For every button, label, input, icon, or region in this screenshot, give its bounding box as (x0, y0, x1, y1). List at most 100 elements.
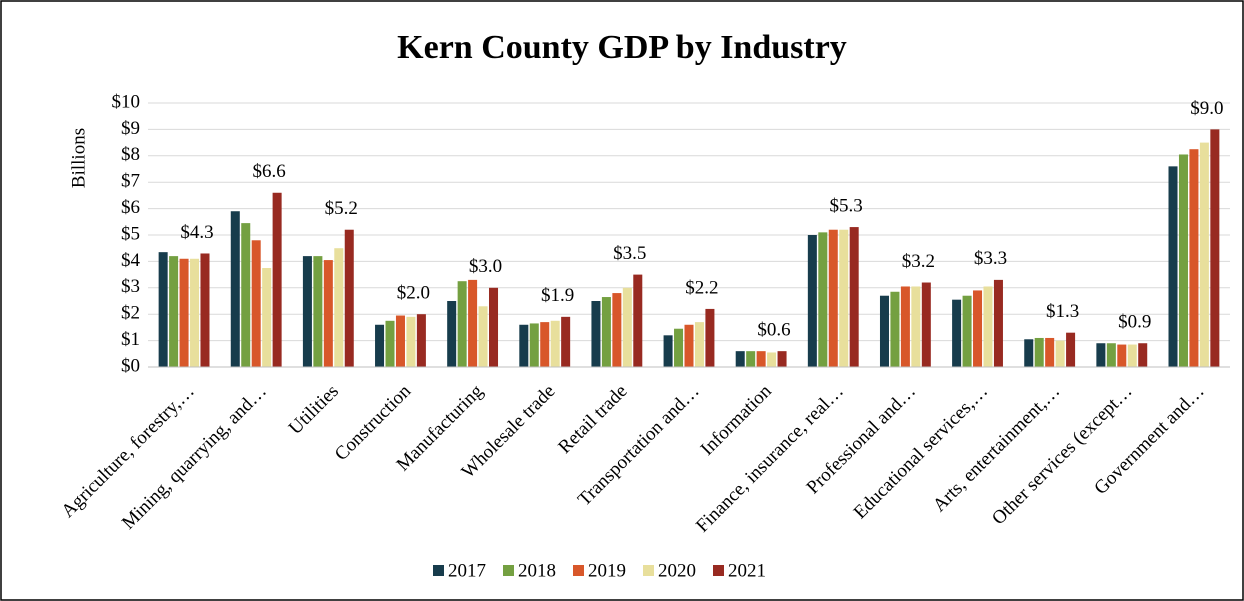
bar (375, 324, 385, 367)
bar (591, 301, 601, 367)
bar (622, 287, 632, 367)
bar (1024, 339, 1034, 367)
bar (849, 227, 859, 367)
bar (540, 322, 550, 367)
bar (457, 281, 467, 367)
y-tick-label: $2 (121, 303, 140, 324)
bar (1168, 166, 1178, 367)
bar (313, 256, 323, 367)
bar (674, 328, 684, 367)
bar (1117, 344, 1127, 367)
data-label: $1.3 (1046, 301, 1079, 322)
bar (406, 316, 416, 367)
bar (705, 308, 715, 367)
bar (1045, 337, 1055, 367)
y-tick-label: $7 (121, 171, 140, 192)
bar (879, 295, 889, 367)
bar (818, 232, 828, 367)
data-label: $6.6 (252, 161, 285, 182)
bar (385, 320, 395, 367)
bar (529, 323, 539, 367)
legend-label: 2017 (448, 560, 486, 581)
bar (251, 240, 261, 367)
y-tick-label: $1 (121, 329, 140, 350)
bar (1199, 142, 1209, 367)
bar (158, 252, 168, 367)
legend-swatch (503, 565, 514, 576)
bar (550, 320, 560, 367)
bar (735, 351, 745, 367)
bar (334, 248, 344, 367)
bar (663, 335, 673, 367)
bar (1138, 343, 1148, 367)
bar (179, 258, 189, 367)
bar (767, 352, 777, 367)
data-label: $1.9 (541, 285, 574, 306)
bar (983, 286, 993, 367)
bar (1055, 340, 1065, 367)
bar (962, 295, 972, 367)
bar (344, 229, 354, 367)
bar (601, 297, 611, 367)
chart-title: Kern County GDP by Industry (397, 29, 847, 66)
y-tick-label: $5 (121, 223, 140, 244)
y-tick-label: $0 (121, 355, 140, 376)
data-label: $3.3 (974, 248, 1007, 269)
bar (447, 301, 457, 367)
bar (1066, 332, 1076, 367)
bar (746, 351, 756, 367)
bar (952, 299, 962, 367)
bar (973, 290, 983, 367)
bar (1178, 154, 1188, 367)
bar (416, 314, 426, 367)
bar (684, 324, 694, 367)
bar (890, 291, 900, 367)
bar (561, 316, 571, 367)
legend-label: 2019 (588, 560, 626, 581)
legend-swatch (433, 565, 444, 576)
bar (1127, 344, 1137, 367)
bar (190, 258, 200, 367)
bar (756, 351, 766, 367)
bar (839, 229, 849, 367)
bar (241, 223, 251, 367)
bar (489, 287, 499, 367)
bar (1106, 343, 1116, 367)
data-label: $5.3 (830, 195, 863, 216)
bar (478, 306, 488, 367)
bar (694, 322, 704, 367)
bar (807, 235, 817, 367)
bar (468, 279, 478, 367)
bar (395, 315, 405, 367)
y-tick-label: $9 (121, 118, 140, 139)
data-label: $5.2 (325, 198, 358, 219)
data-label: $3.5 (613, 243, 646, 264)
data-label: $2.2 (685, 277, 718, 298)
data-label: $9.0 (1190, 98, 1223, 119)
bar (921, 282, 931, 367)
bar (1034, 337, 1044, 367)
bar (1189, 149, 1199, 367)
data-label: $3.2 (902, 251, 935, 272)
legend-swatch (643, 565, 654, 576)
bar (272, 192, 282, 367)
bar (302, 256, 312, 367)
bar (519, 324, 529, 367)
bar (200, 253, 210, 367)
bar (900, 286, 910, 367)
y-tick-label: $10 (112, 91, 141, 112)
data-label: $4.3 (180, 222, 213, 243)
bar (612, 293, 622, 367)
bar (1210, 129, 1220, 367)
bar (323, 260, 333, 367)
bar (911, 286, 921, 367)
data-label: $2.0 (397, 283, 430, 304)
y-tick-label: $3 (121, 276, 140, 297)
legend-label: 2018 (518, 560, 556, 581)
legend-label: 2020 (658, 560, 696, 581)
bar (828, 229, 838, 367)
data-label: $0.6 (757, 320, 790, 341)
y-tick-label: $8 (121, 144, 140, 165)
